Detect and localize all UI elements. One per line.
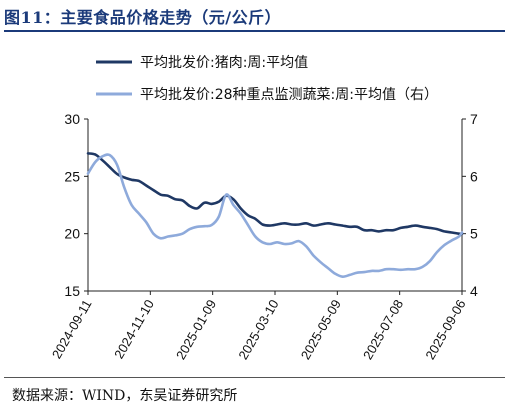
title-divider [4,30,505,32]
series-line-pork [86,152,464,236]
right-y-tick-label: 4 [470,283,478,299]
x-tick-label: 2025-05-09 [298,297,344,362]
source-note: 数据来源：WIND，东吴证券研究所 [12,388,238,404]
axes-layer: 15 20 25 30 4 5 6 7 2024-09-11 2024-11-10 2025-01-… [49,111,478,362]
x-tick-label: 2025-03-10 [235,297,281,362]
right-y-tick-label: 6 [470,168,478,184]
right-y-tick-label: 5 [470,226,478,242]
footer-divider [4,377,505,378]
x-tick-label: 2025-07-08 [360,297,406,362]
left-y-tick-label: 20 [64,226,80,242]
right-y-tick-label: 7 [470,111,478,127]
x-tick-label: 2025-01-09 [173,297,219,362]
series-layer [86,152,464,279]
x-tick-label: 2025-09-06 [422,297,468,362]
legend-label: 平均批发价:猪肉:周:平均值 [140,55,308,71]
line-chart: 15 20 25 30 4 5 6 7 2024-09-11 2024-11-10 2025-01-… [49,55,478,362]
left-y-tick-label: 15 [64,283,80,299]
legend-label: 平均批发价:28种重点监测蔬菜:周:平均值（右） [140,87,438,103]
figure-title-area: 图11：主要食品价格走势（元/公斤） [4,4,505,28]
left-y-tick-label: 30 [64,111,80,127]
left-y-tick-label: 25 [64,168,80,184]
figure-title: 图11：主要食品价格走势（元/公斤） [4,8,282,27]
x-tick-label: 2024-09-11 [49,297,95,361]
series-line-vegetables [86,153,464,279]
x-tick-label: 2024-11-10 [111,297,157,361]
